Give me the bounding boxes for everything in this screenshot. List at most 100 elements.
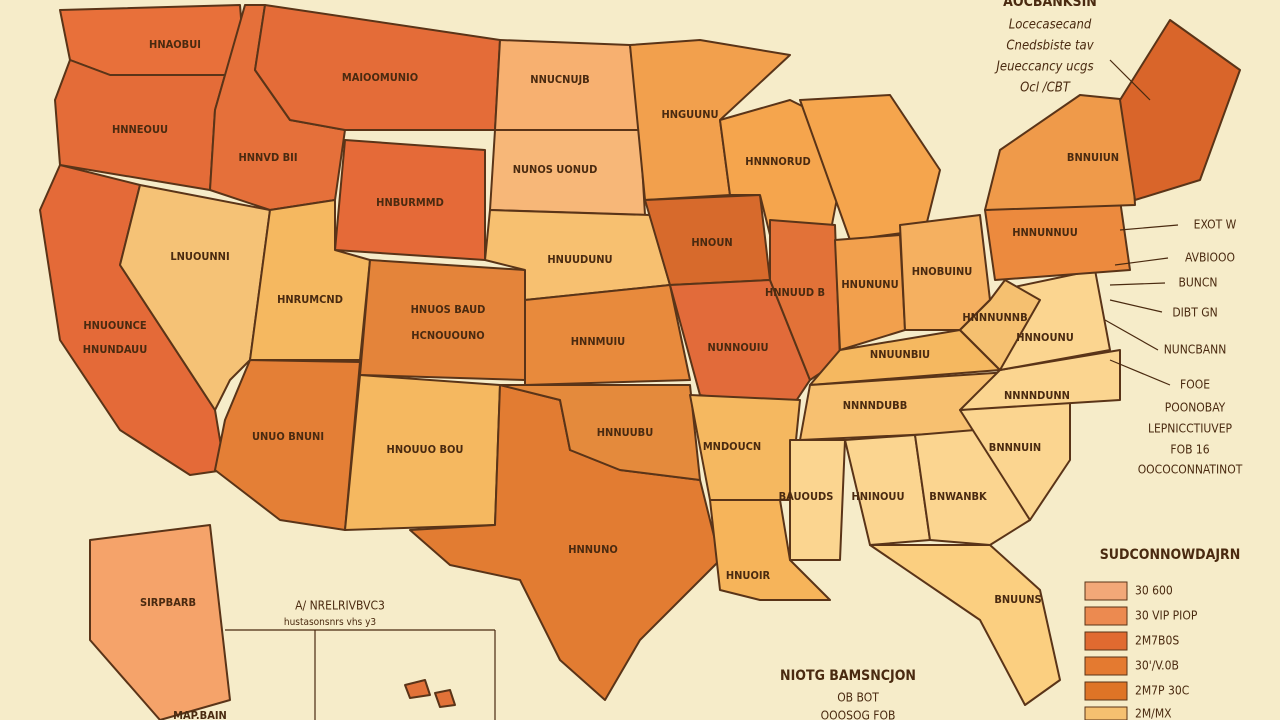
legend-label: 2M7B0S [1135, 634, 1179, 648]
state-label: MNDOUCN [703, 440, 761, 453]
state [524, 284, 691, 386]
state [499, 384, 701, 481]
state-label: HNUNDAUU [83, 343, 148, 356]
state-label: HCNOUOUNO [411, 329, 484, 342]
note-line: Ocl /CBT [1020, 81, 1071, 96]
state [254, 4, 501, 131]
legend-swatch [1084, 606, 1128, 626]
state-label: HNNEOUU [112, 123, 168, 136]
state-label: BAUOUDS [779, 490, 834, 503]
footer-label: MAP.BAIN [173, 709, 227, 720]
legend-title: SUDCONNOWDAJRN [1100, 547, 1241, 563]
state-label: HNUOS BAUD [411, 303, 486, 316]
state-label: HNNMUIU [571, 335, 625, 348]
legend-label: 30 600 [1135, 584, 1173, 598]
legend-label: 30'/V.0B [1135, 659, 1179, 673]
state-label: HNNUNNUU [1012, 226, 1078, 239]
state-label: HNOUUO BOU [387, 443, 464, 456]
state-label: HNNOUNU [1016, 331, 1074, 344]
state-label: BNUUNS [994, 593, 1041, 606]
state [959, 279, 1041, 371]
state-label: HNOUN [691, 236, 732, 249]
state [959, 349, 1121, 411]
bottom-note: NIOTG BAMSNCJON [780, 668, 916, 684]
state-label: HNUNUNU [841, 278, 898, 291]
legend-label: 30 VIP PIOP [1135, 609, 1198, 623]
state-label: HNINOUU [851, 490, 904, 503]
state-label: HNNUNO [568, 543, 618, 556]
state [834, 234, 906, 351]
state-label: HNGUUNU [661, 108, 718, 121]
state-label: HNBURMMD [376, 196, 444, 209]
state [359, 259, 526, 381]
state-label: NNUUNBIU [870, 348, 930, 361]
state-label: HNNVD BII [238, 151, 297, 164]
state-label: LNUOUNNI [170, 250, 229, 263]
title: AOCBANKSIN [1003, 0, 1097, 10]
state [669, 279, 811, 411]
bottom-note: OB BOT [837, 691, 879, 705]
note-line: Jeueccancy ucgs [994, 60, 1093, 75]
state-label: HNNNORUD [745, 155, 810, 168]
legend-label: 2M7P 30C [1135, 684, 1189, 698]
state-label: NUNNOUIU [707, 341, 768, 354]
note-line: Cnedsbiste tav [1006, 39, 1094, 54]
state-label: HNUOIR [726, 569, 771, 582]
legend-swatch [1084, 581, 1128, 601]
legend-swatch [1084, 656, 1128, 676]
legend-swatch [1084, 631, 1128, 651]
state [914, 429, 1031, 546]
state-label: NUNOS UONUD [513, 163, 598, 176]
state-label: HNNNUNNB [962, 311, 1027, 324]
state-label: HNUUDUNU [547, 253, 612, 266]
state-label: BNWANBK [929, 490, 987, 503]
state [789, 439, 846, 561]
state-label: BNNUIUN [1067, 151, 1119, 164]
callout: OOCOCONNATINOT [1138, 463, 1243, 477]
callout: LEPNICCTIUVEP [1148, 422, 1233, 436]
state [709, 499, 831, 601]
state-label: HNUOUNCE [83, 319, 147, 332]
state [89, 524, 231, 720]
callout: POONOBAY [1165, 401, 1226, 415]
state-label: HNOBUINU [912, 265, 973, 278]
callout: FOB 16 [1170, 443, 1209, 457]
state-label: NNNNDUBB [843, 399, 907, 412]
legend-label: 2M/MX [1135, 707, 1172, 720]
callout: DIBT GN [1172, 306, 1217, 320]
bottom-note: OOOSOG FOB [821, 709, 896, 720]
callout: EXOT W [1194, 218, 1237, 232]
legend: SUDCONNOWDAJRN 30 600 30 VIP PIOP 2M7B0S… [1084, 547, 1241, 720]
state-label: SIRPBARB [140, 596, 196, 609]
legend-swatch [1084, 706, 1128, 720]
state-label: HNRUMCND [277, 293, 343, 306]
callout-lines [1104, 59, 1179, 386]
state [214, 359, 361, 531]
state [984, 199, 1131, 281]
callout: NUNCBANN [1164, 343, 1227, 357]
inset-frame [225, 629, 496, 720]
state-label: MAIOOMUNIO [342, 71, 418, 84]
island [404, 679, 431, 699]
callout: AVBIOOO [1185, 251, 1235, 265]
legend-swatch [1084, 681, 1128, 701]
state-label: NNNNDUNN [1004, 389, 1070, 402]
state [1119, 19, 1241, 201]
island [434, 689, 456, 708]
inset-label: hustasonsnrs vhs y3 [284, 617, 376, 628]
state [799, 94, 941, 241]
state-label: UNUO BNUNI [252, 430, 324, 443]
state-label: NNUCNUJB [530, 73, 589, 86]
note-line: Locecasecand [1009, 18, 1092, 33]
state [869, 544, 1061, 706]
states [39, 4, 1241, 720]
inset-label: A/ NRELRIVBVC3 [295, 599, 385, 613]
callout: BUNCN [1179, 276, 1218, 290]
state-label: HNNUUD B [765, 286, 825, 299]
state-label: HNNUUBU [597, 426, 654, 439]
callout: FOOE [1180, 378, 1210, 392]
state-label: HNAOBUI [149, 38, 201, 51]
state-label: BNNNUIN [989, 441, 1041, 454]
